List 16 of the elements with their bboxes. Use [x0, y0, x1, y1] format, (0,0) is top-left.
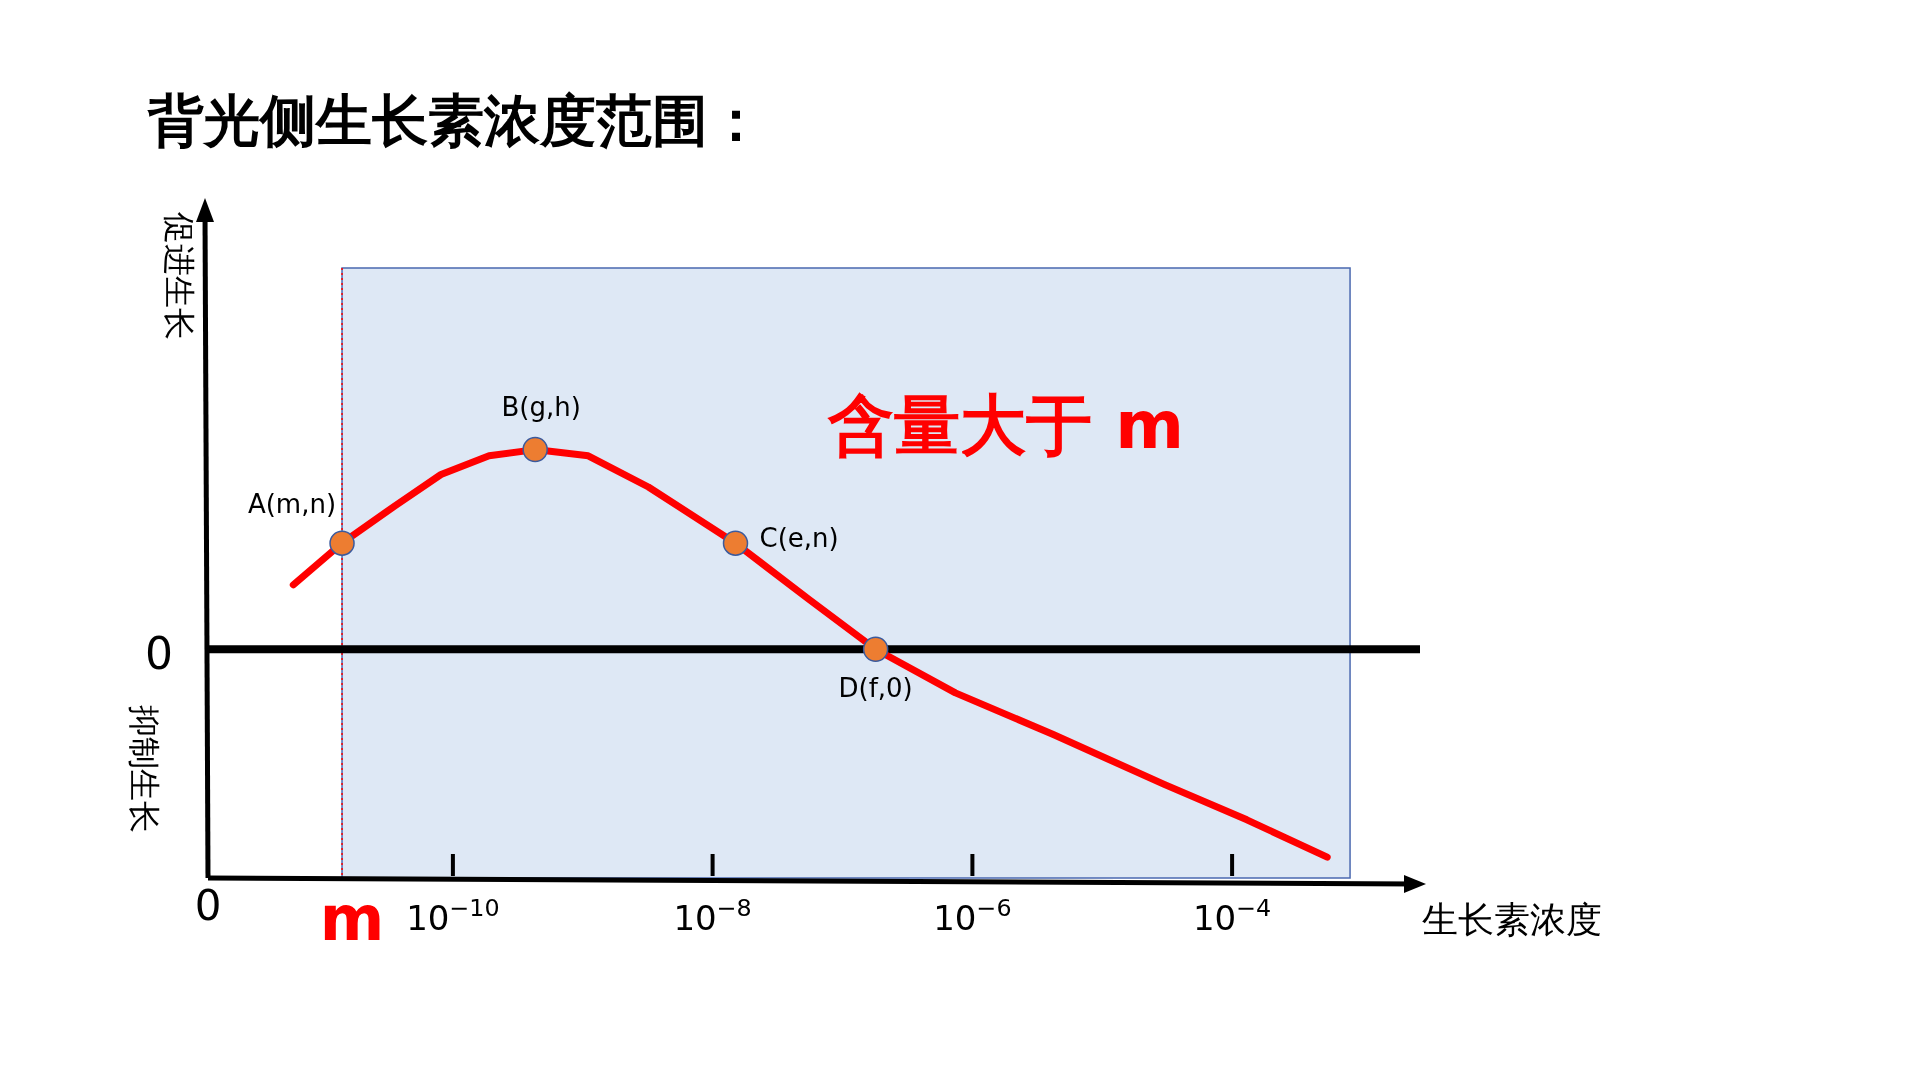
- x-tick-label: 10$^{−8}$: [673, 894, 752, 938]
- x-axis-title: 生长素浓度: [1422, 899, 1602, 940]
- text: 抑制生长: [125, 705, 163, 834]
- annotation: B(g,h): [501, 391, 581, 422]
- x-tick-label: 10$^{−4}$: [1192, 894, 1272, 938]
- ref-line-label: m: [319, 882, 385, 955]
- x-tick-label: 10$^{−10}$: [406, 894, 500, 938]
- annotation: C(e,n): [759, 523, 839, 554]
- text: 0: [145, 628, 173, 680]
- text: 0: [194, 881, 222, 930]
- annotation: D(f,0): [838, 673, 913, 704]
- annotation: A(m,n): [247, 489, 337, 520]
- chart-title: 背光侧生长素浓度范围：: [147, 88, 764, 153]
- y-axis-title: 促进生长: [160, 212, 198, 340]
- band-label: 含量大于 m: [827, 387, 1184, 464]
- x-tick-label: 10$^{−6}$: [933, 894, 1012, 938]
